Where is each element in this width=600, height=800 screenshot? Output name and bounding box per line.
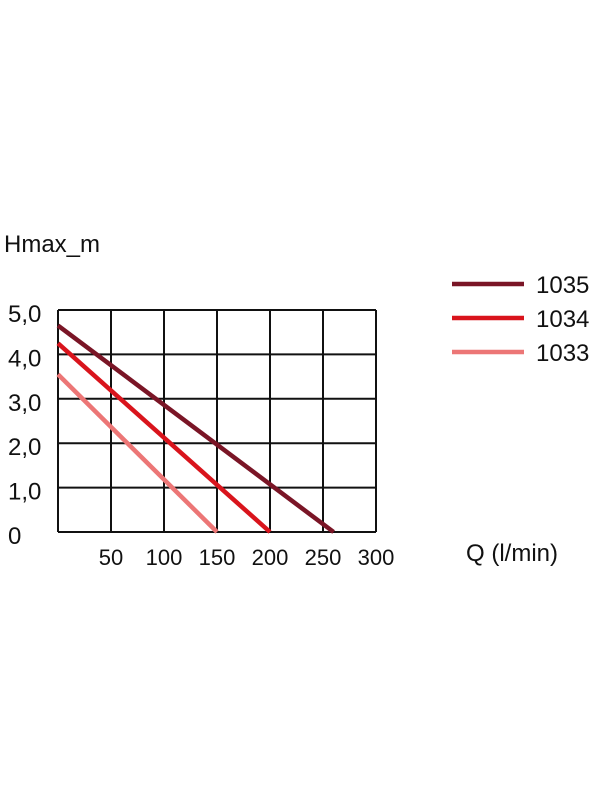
y-tick-label: 1,0 (8, 479, 41, 506)
y-tick-label: 2,0 (8, 434, 41, 461)
legend-label-1034: 1034 (536, 306, 589, 333)
series-lines (56, 323, 335, 534)
y-tick-label: 5,0 (8, 301, 41, 328)
x-tick-label: 100 (146, 545, 183, 570)
legend: 1035 1034 1033 (452, 272, 589, 367)
x-tick-label: 250 (305, 545, 342, 570)
series-line-1034 (56, 341, 272, 534)
legend-label-1033: 1033 (536, 340, 589, 367)
x-tick-label: 150 (199, 545, 236, 570)
series-line-1033 (56, 372, 219, 534)
series-line-1035 (56, 323, 335, 534)
x-tick-label: 300 (358, 545, 395, 570)
tick-labels: 50 100 150 200 250 300 0 1,0 2,0 3,0 4,0 5,0 (8, 301, 394, 570)
x-axis-label: Q (l/min) (466, 540, 558, 567)
y-tick-label: 4,0 (8, 345, 41, 372)
y-axis-label: Hmax_m (4, 231, 100, 258)
y-tick-label: 3,0 (8, 390, 41, 417)
y-tick-label: 0 (8, 523, 21, 550)
x-tick-label: 50 (99, 545, 123, 570)
x-tick-label: 200 (252, 545, 289, 570)
legend-label-1035: 1035 (536, 272, 589, 299)
